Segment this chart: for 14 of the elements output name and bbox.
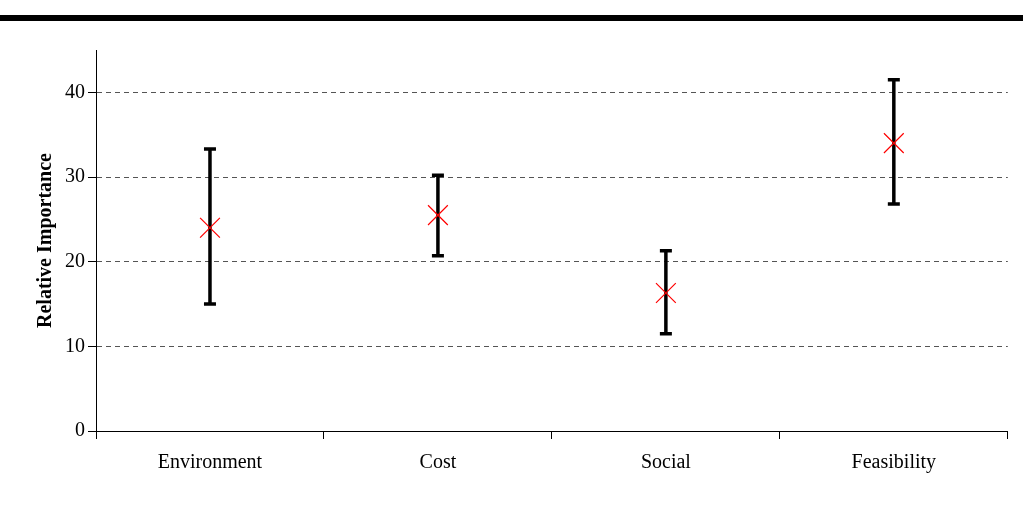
point [199, 217, 221, 239]
y-tick-label: 0 [75, 418, 85, 441]
point [427, 204, 449, 226]
y-tick-label: 20 [65, 248, 85, 271]
point [655, 282, 677, 304]
point [883, 132, 905, 154]
y-tick-label: 30 [65, 164, 85, 187]
y-tick-label: 10 [65, 333, 85, 356]
y-axis-title: Relative Importance [33, 152, 57, 328]
y-tick-label: 40 [65, 79, 85, 102]
x-tick-label: Environment [157, 450, 263, 473]
x-tick-label: Cost [419, 450, 457, 473]
x-tick-label: Social [640, 450, 692, 473]
x-tick-label: Feasibility [851, 450, 937, 474]
